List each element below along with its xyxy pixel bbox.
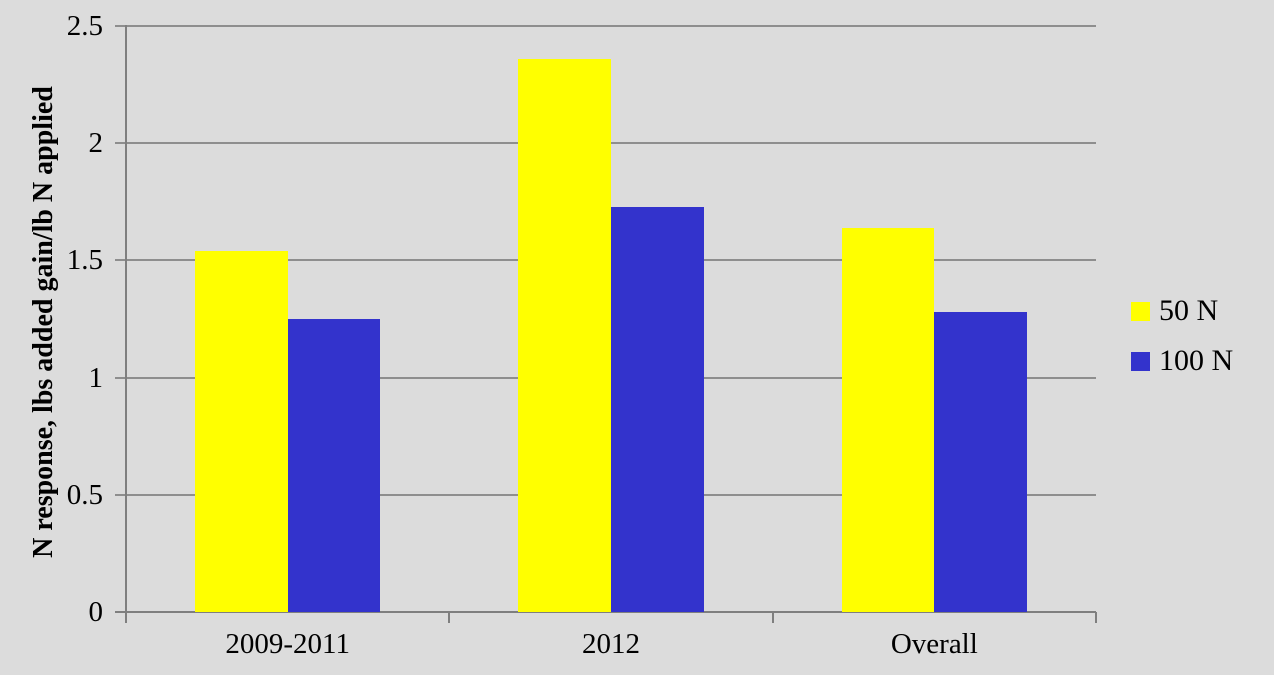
bar-100N-Overall [934,311,1028,612]
x-axis-tick [771,612,774,623]
y-tick-label: 2 [88,127,104,160]
legend-label-50N: 50 N [1159,294,1219,327]
y-axis-line [125,25,127,623]
legend: 50 N 100 N [1131,296,1233,376]
bar-100N-2009-2011 [287,319,381,612]
legend-entry-50N: 50 N [1131,296,1233,326]
x-axis-tick [448,612,451,623]
x-axis-line [115,611,1096,613]
plot-area [115,25,1097,623]
y-tick-label: 0 [88,596,104,628]
x-category-label: 2012 [582,628,640,660]
x-axis-tick [1095,612,1097,623]
legend-label-100N: 100 N [1159,344,1234,377]
x-category-label: 2009-2011 [225,628,350,660]
y-tick-label: 2.5 [66,10,103,42]
bar-50N-Overall [841,227,935,612]
legend-swatch-100N-icon [1131,351,1150,371]
legend-swatch-50N-icon [1131,301,1150,321]
legend-entry-100N: 100 N [1131,346,1233,376]
bar-50N-2012 [518,58,611,612]
y-tick-label: 1.5 [66,244,103,277]
gridline [115,25,1096,27]
y-tick-label: 0.5 [66,478,103,511]
bar-100N-2012 [611,206,704,612]
bar-50N-2009-2011 [194,251,288,612]
y-tick-label: 1 [88,361,104,394]
x-category-label: Overall [890,628,978,660]
